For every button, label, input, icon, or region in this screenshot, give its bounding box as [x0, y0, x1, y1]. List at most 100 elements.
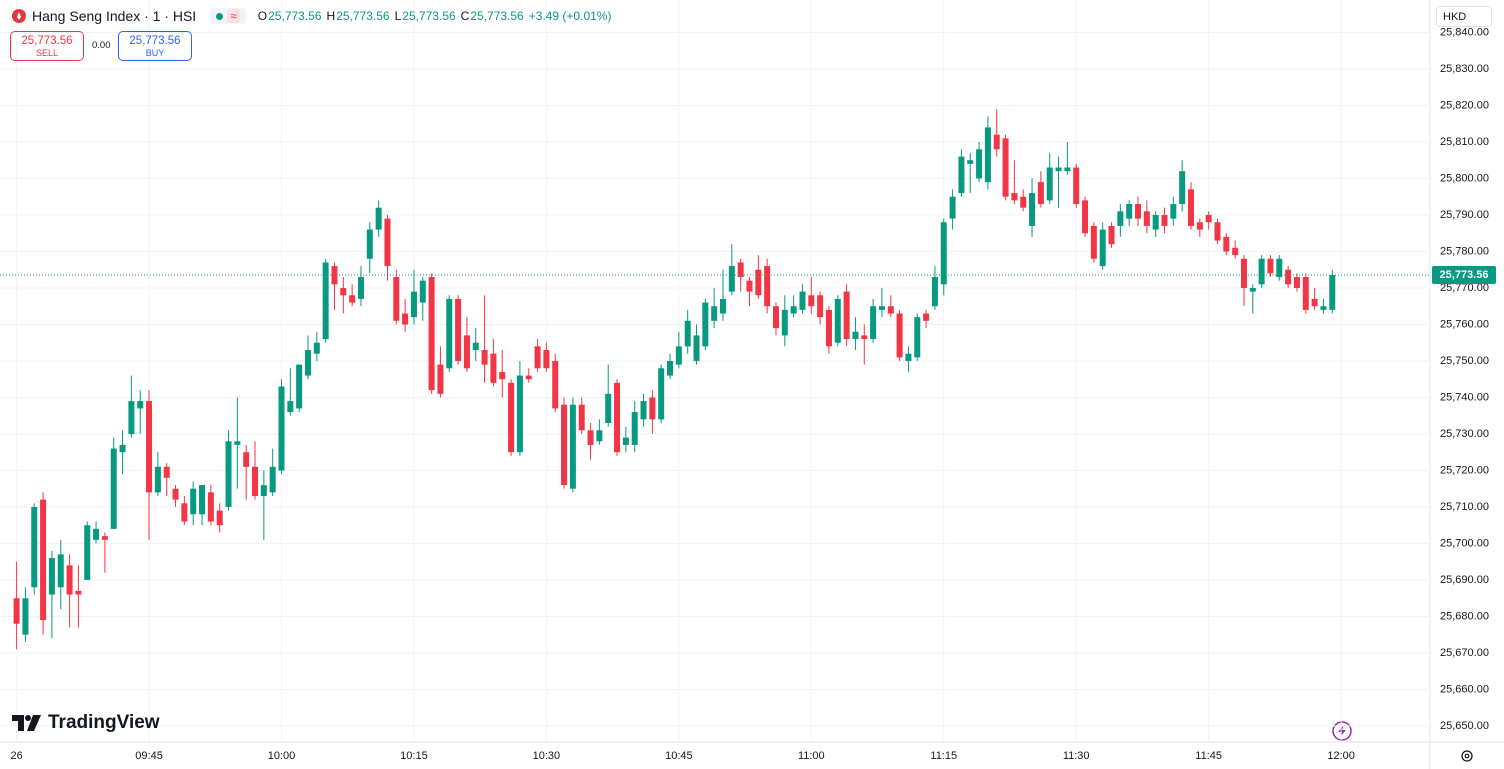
- candle-body: [817, 295, 824, 318]
- y-tick-label: 25,690.00: [1440, 574, 1489, 586]
- ohlc-key: C: [460, 9, 470, 23]
- candle-body: [746, 280, 753, 292]
- currency-button[interactable]: HKD: [1436, 6, 1492, 27]
- candle-body: [1205, 214, 1212, 223]
- y-tick-label: 25,750.00: [1440, 355, 1489, 367]
- candle-body: [199, 485, 206, 515]
- symbol-title: Hang Seng Index · 1 · HSI: [32, 8, 197, 24]
- candle-body: [772, 306, 779, 329]
- candle-body: [1293, 277, 1300, 288]
- x-tick-label: 11:30: [1063, 750, 1090, 762]
- candle-body: [825, 309, 832, 347]
- y-tick-label: 25,650.00: [1440, 720, 1489, 732]
- candle-body: [472, 342, 479, 351]
- brand-logo: [12, 715, 41, 731]
- y-tick-label: 25,700.00: [1440, 537, 1489, 549]
- candle-body: [75, 590, 82, 595]
- candle-body: [357, 277, 364, 299]
- candle-body: [481, 350, 488, 365]
- candle-body: [870, 306, 877, 340]
- axes: 25,650.00 25,660.00 25,670.00 25,680.00 25,6…: [0, 26, 1496, 762]
- candle-body: [455, 298, 462, 361]
- candle-body: [304, 350, 311, 376]
- candle-body: [1249, 287, 1256, 292]
- candle-body: [790, 306, 797, 314]
- ohlc-value: 25,773.56: [402, 9, 456, 23]
- candle-body: [48, 558, 55, 595]
- candle-body: [278, 386, 285, 471]
- candle-body: [569, 404, 576, 489]
- x-tick-label: 26: [10, 750, 22, 762]
- ohlc-value: 25,773.56: [268, 9, 322, 23]
- ohlc-values: O25,773.56 H25,773.56 L25,773.56 C25,773.56: [258, 9, 529, 23]
- candle-body: [923, 313, 930, 321]
- last-price-label: 25,773.56: [1440, 269, 1489, 281]
- candle-body: [1117, 211, 1124, 226]
- candle-body: [1258, 258, 1265, 285]
- candle-body: [781, 309, 788, 336]
- candle-body: [1143, 211, 1150, 226]
- brand: TradingView: [12, 712, 160, 734]
- x-tick-label: 10:45: [665, 750, 693, 762]
- candle-body: [1161, 214, 1168, 226]
- candle-body: [252, 466, 259, 497]
- settings-icon[interactable]: [1461, 750, 1473, 762]
- candle-body: [172, 488, 179, 500]
- candle-body: [843, 291, 850, 340]
- y-tick-label: 25,790.00: [1440, 209, 1489, 221]
- candle-body: [181, 503, 188, 522]
- candle-body: [31, 506, 38, 588]
- buy-button[interactable]: 25,773.56 BUY: [118, 31, 192, 61]
- candle-body: [384, 218, 391, 267]
- candle-body: [137, 401, 144, 409]
- buy-label: BUY: [145, 48, 165, 58]
- y-tick-label: 25,720.00: [1440, 464, 1489, 476]
- candle-body: [614, 382, 621, 453]
- x-tick-label: 11:00: [798, 750, 825, 762]
- candle-body: [737, 262, 744, 278]
- candle-body: [446, 298, 453, 369]
- x-tick-label: 09:45: [135, 750, 163, 762]
- y-tick-label: 25,830.00: [1440, 63, 1489, 75]
- candle-body: [375, 207, 382, 230]
- ohlc-value: 25,773.56: [470, 9, 524, 23]
- x-tick-label: 11:45: [1195, 750, 1222, 762]
- buy-price: 25,773.56: [129, 35, 181, 47]
- ohlc-value: 25,773.56: [336, 9, 390, 23]
- candle-body: [516, 375, 523, 453]
- candle-body: [101, 536, 108, 540]
- candle-body: [667, 360, 674, 376]
- candle-body: [1126, 204, 1133, 219]
- candle-body: [896, 313, 903, 358]
- sell-button[interactable]: 25,773.56 SELL: [10, 31, 84, 61]
- candle-body: [84, 525, 91, 580]
- status-pill[interactable]: ≈: [210, 8, 246, 24]
- candle-body: [269, 466, 276, 493]
- candle-body: [640, 401, 647, 420]
- candle-body: [675, 346, 682, 365]
- candle-body: [260, 485, 267, 497]
- candle-body: [93, 528, 100, 540]
- candle-body: [525, 375, 532, 380]
- candle-body: [1011, 193, 1018, 201]
- candle-body: [631, 412, 638, 445]
- candle-body: [366, 229, 373, 259]
- y-tick-label: 25,740.00: [1440, 391, 1489, 403]
- candle-body: [728, 266, 735, 292]
- x-tick-label: 12:00: [1327, 750, 1355, 762]
- candle-body: [410, 291, 417, 318]
- legend: Hang Seng Index · 1 · HSI ≈ O25,773.56 H2…: [12, 6, 616, 26]
- brand-name: TradingView: [48, 712, 160, 733]
- candle-body: [764, 266, 771, 307]
- candle-body: [967, 160, 974, 164]
- candle-body: [834, 298, 841, 343]
- candle-body: [110, 448, 117, 529]
- candle-body: [720, 298, 726, 314]
- candle-body: [887, 306, 894, 314]
- candle-body: [1240, 258, 1247, 288]
- candle-body: [66, 565, 73, 595]
- candle-body: [861, 335, 868, 340]
- candle-body: [1170, 204, 1177, 219]
- alert-icon[interactable]: [1332, 721, 1352, 741]
- candle-body: [578, 404, 585, 431]
